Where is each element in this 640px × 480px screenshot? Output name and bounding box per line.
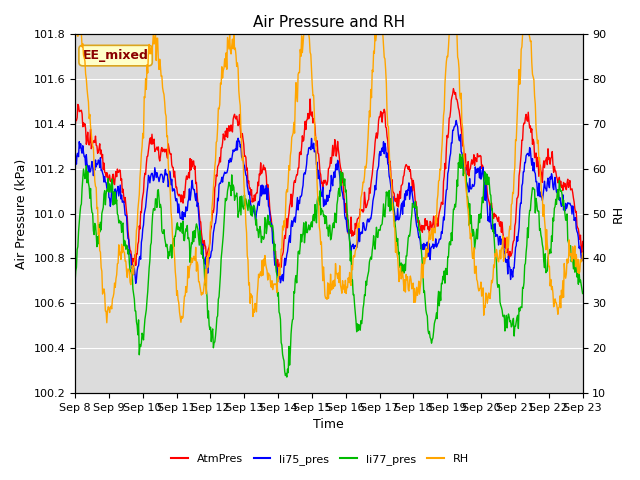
X-axis label: Time: Time	[314, 419, 344, 432]
li75_pres	[132, 280, 140, 286]
Line: li75_pres: li75_pres	[75, 120, 582, 283]
li75_pres	[579, 251, 586, 256]
li75_pres	[81, 154, 88, 159]
li77_pres	[184, 236, 192, 241]
RH	[186, 267, 193, 273]
AtmPres	[579, 239, 586, 244]
li77_pres	[283, 374, 291, 380]
li75_pres	[133, 268, 141, 274]
li77_pres	[391, 219, 399, 225]
li77_pres	[456, 151, 463, 157]
AtmPres	[391, 198, 399, 204]
Line: AtmPres: AtmPres	[75, 89, 582, 274]
li75_pres	[391, 212, 399, 217]
AtmPres	[184, 174, 192, 180]
RH	[71, 36, 79, 42]
AtmPres	[71, 125, 79, 131]
RH	[134, 207, 141, 213]
RH	[103, 320, 111, 325]
RH	[406, 273, 414, 279]
li77_pres	[132, 319, 140, 324]
RH	[72, 31, 79, 37]
AtmPres	[132, 251, 140, 257]
li75_pres	[406, 196, 413, 202]
RH	[212, 139, 220, 145]
AtmPres	[81, 123, 88, 129]
AtmPres	[406, 168, 413, 174]
li77_pres	[71, 280, 79, 286]
li77_pres	[81, 171, 88, 177]
Line: RH: RH	[75, 34, 582, 323]
Text: EE_mixed: EE_mixed	[83, 49, 148, 62]
RH	[392, 250, 399, 255]
RH	[579, 250, 586, 256]
Y-axis label: Air Pressure (kPa): Air Pressure (kPa)	[15, 158, 28, 269]
Legend: AtmPres, li75_pres, li77_pres, RH: AtmPres, li75_pres, li77_pres, RH	[166, 450, 474, 469]
li77_pres	[406, 233, 413, 239]
li77_pres	[579, 290, 586, 296]
AtmPres	[211, 185, 219, 191]
AtmPres	[449, 86, 457, 92]
li75_pres	[452, 118, 460, 123]
Title: Air Pressure and RH: Air Pressure and RH	[253, 15, 405, 30]
li75_pres	[185, 196, 193, 202]
Line: li77_pres: li77_pres	[75, 154, 582, 377]
li75_pres	[212, 220, 220, 226]
AtmPres	[273, 271, 281, 277]
RH	[81, 58, 89, 64]
Y-axis label: RH: RH	[612, 204, 625, 223]
li75_pres	[71, 171, 79, 177]
li77_pres	[211, 339, 219, 345]
